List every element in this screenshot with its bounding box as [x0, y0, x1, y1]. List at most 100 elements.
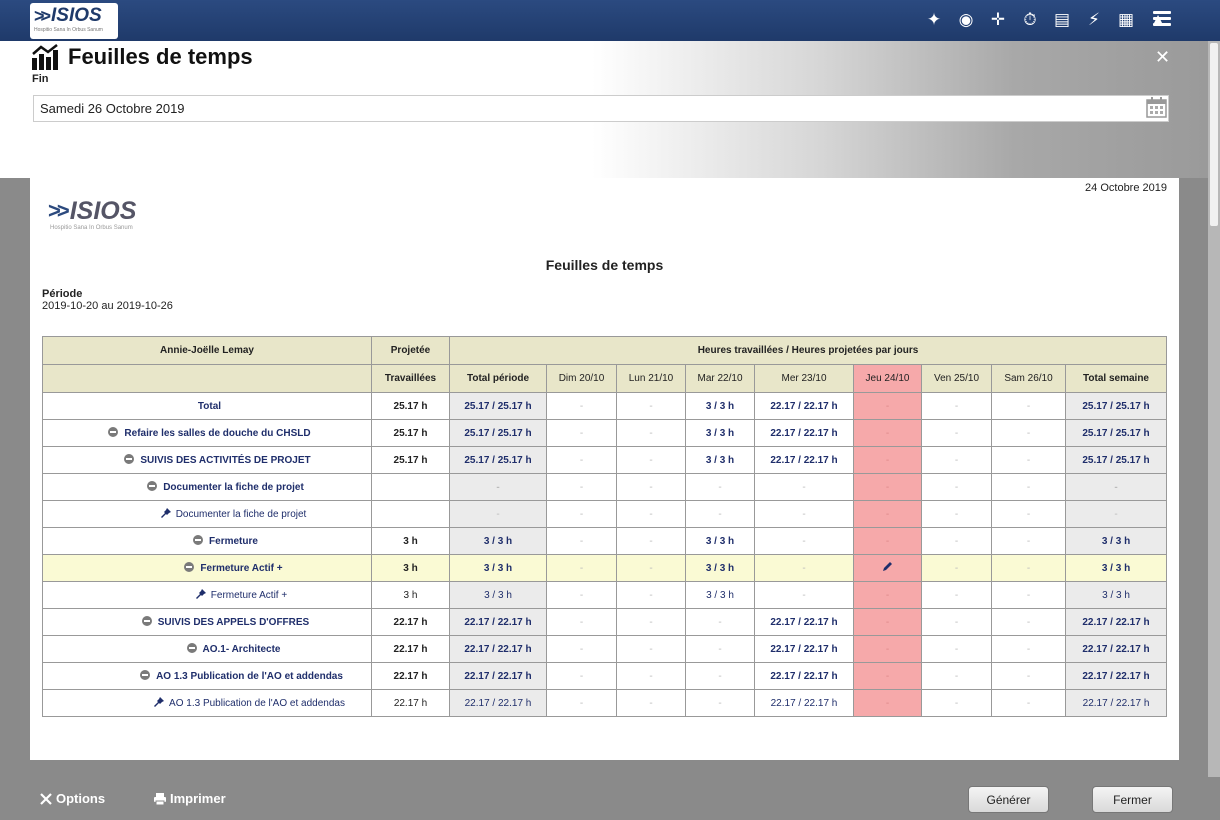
collapse-icon[interactable]: [140, 670, 151, 680]
total-period-cell: -: [449, 473, 547, 501]
day-cell: 22.17 / 22.17 h: [754, 662, 854, 690]
stopwatch-icon[interactable]: ⏱: [1023, 10, 1037, 29]
day-header-today: Jeu 24/10: [853, 364, 922, 393]
close-button[interactable]: Fermer: [1092, 786, 1173, 813]
collapse-icon[interactable]: [141, 616, 152, 626]
day-cell: -: [991, 527, 1066, 555]
worked-cell: 25.17 h: [371, 446, 450, 474]
day-cell: -: [853, 392, 922, 420]
day-cell: -: [616, 608, 686, 636]
day-cell: 22.17 / 22.17 h: [754, 635, 854, 663]
worked-cell: 3 h: [371, 581, 450, 609]
row-label: AO 1.3 Publication de l'AO et addendas: [156, 671, 343, 682]
total-week-cell: 25.17 / 25.17 h: [1064, 392, 1168, 420]
total-period-cell: -: [449, 500, 547, 528]
day-cell: -: [685, 689, 755, 717]
calendar-icon[interactable]: ▦: [1117, 10, 1135, 29]
row-label: Fermeture: [209, 536, 258, 547]
day-cell: -: [546, 608, 617, 636]
table-row[interactable]: Documenter la fiche de projet - - - - - - - - -: [42, 500, 1168, 528]
day-cell: -: [853, 608, 922, 636]
edit-cell[interactable]: [853, 554, 922, 582]
day-cell: -: [616, 527, 686, 555]
day-cell: -: [991, 689, 1066, 717]
table-row[interactable]: SUIVIS DES ACTIVITÉS DE PROJET 25.17 h 25.…: [42, 446, 1168, 474]
day-cell: -: [546, 473, 617, 501]
table-row[interactable]: Refaire les salles de douche du CHSLD 25.…: [42, 419, 1168, 447]
day-cell: -: [546, 446, 617, 474]
day-cell: -: [754, 500, 854, 528]
page-title: Feuilles de temps: [68, 44, 253, 69]
day-cell: -: [685, 608, 755, 636]
globe-icon[interactable]: ◉: [958, 10, 974, 29]
day-cell: -: [921, 446, 992, 474]
generate-button[interactable]: Générer: [968, 786, 1049, 813]
collapse-icon[interactable]: [124, 454, 135, 464]
row-label: AO.1- Architecte: [202, 644, 281, 655]
collapse-icon[interactable]: [184, 562, 195, 572]
day-header: Lun 21/10: [616, 364, 686, 393]
collapse-icon[interactable]: [193, 535, 204, 545]
table-row[interactable]: AO 1.3 Publication de l'AO et addendas 22…: [42, 689, 1168, 717]
print-label: Imprimer: [170, 791, 226, 806]
day-cell: -: [853, 419, 922, 447]
pin-icon[interactable]: ✦: [926, 10, 942, 29]
options-button[interactable]: Options: [39, 791, 105, 806]
day-cell: 3 / 3 h: [685, 446, 755, 474]
report-logo: >> ISIOS Hospitio Sana In Orbus Sanum: [48, 197, 137, 231]
print-button[interactable]: Imprimer: [153, 791, 226, 806]
day-cell: -: [921, 419, 992, 447]
document-icon[interactable]: ▤: [1053, 10, 1071, 29]
table-row[interactable]: AO.1- Architecte 22.17 h 22.17 / 22.17 h--…: [42, 635, 1168, 663]
table-row[interactable]: AO 1.3 Publication de l'AO et addendas 22…: [42, 662, 1168, 690]
day-cell: -: [853, 689, 922, 717]
day-cell: 3 / 3 h: [685, 527, 755, 555]
day-cell: -: [546, 500, 617, 528]
row-label-cell: SUIVIS DES ACTIVITÉS DE PROJET: [42, 446, 372, 474]
day-cell: -: [921, 608, 992, 636]
total-week-cell: 22.17 / 22.17 h: [1064, 662, 1168, 690]
total-week-cell: 3 / 3 h: [1064, 581, 1168, 609]
collapse-icon[interactable]: [147, 481, 158, 491]
total-period-cell: 25.17 / 25.17 h: [449, 446, 547, 474]
table-row[interactable]: Total 25.17 h 25.17 / 25.17 h--3 / 3 h 22.1…: [42, 392, 1168, 420]
day-cell: -: [921, 662, 992, 690]
day-header: Ven 25/10: [921, 364, 992, 393]
calendar-picker-icon[interactable]: [1146, 97, 1167, 118]
puzzle-icon[interactable]: ✛: [990, 10, 1006, 29]
end-date-input[interactable]: [33, 95, 1169, 122]
report-date: 24 Octobre 2019: [1085, 182, 1167, 194]
menu-icon[interactable]: [1153, 11, 1171, 27]
chart-bars-icon: [32, 44, 58, 70]
tools-icon: [40, 792, 52, 805]
row-label-cell: AO.1- Architecte: [42, 635, 372, 663]
day-cell: -: [685, 662, 755, 690]
day-cell: -: [991, 473, 1066, 501]
table-row[interactable]: Documenter la fiche de projet - - - - - - - - -: [42, 473, 1168, 501]
row-label-cell: Total: [42, 392, 372, 420]
day-cell: -: [853, 446, 922, 474]
collapse-icon[interactable]: [186, 643, 197, 653]
app-logo[interactable]: >> ISIOS Hospitio Sana In Orbus Sanum: [30, 3, 118, 39]
employee-header: Annie-Joëlle Lemay: [42, 336, 372, 365]
day-cell: -: [991, 392, 1066, 420]
pin-icon: [160, 508, 171, 518]
day-cell: 22.17 / 22.17 h: [754, 608, 854, 636]
printer-icon: [154, 792, 166, 805]
table-row[interactable]: SUIVIS DES APPELS D'OFFRES 22.17 h 22.17 /…: [42, 608, 1168, 636]
close-icon[interactable]: ✕: [1155, 47, 1171, 67]
bolt-icon[interactable]: ⚡: [1088, 10, 1100, 29]
collapse-icon[interactable]: [108, 427, 119, 437]
scrollbar-thumb[interactable]: [1210, 43, 1218, 226]
day-cell: -: [991, 608, 1066, 636]
row-label: Fermeture Actif +: [200, 563, 283, 574]
total-week-cell: 22.17 / 22.17 h: [1064, 689, 1168, 717]
day-cell: -: [616, 500, 686, 528]
day-cell: -: [616, 392, 686, 420]
day-header: Sam 26/10: [991, 364, 1066, 393]
total-period-cell: 3 / 3 h: [449, 527, 547, 555]
daily-hours-header: Heures travaillées / Heures projetées pa…: [448, 336, 1168, 365]
